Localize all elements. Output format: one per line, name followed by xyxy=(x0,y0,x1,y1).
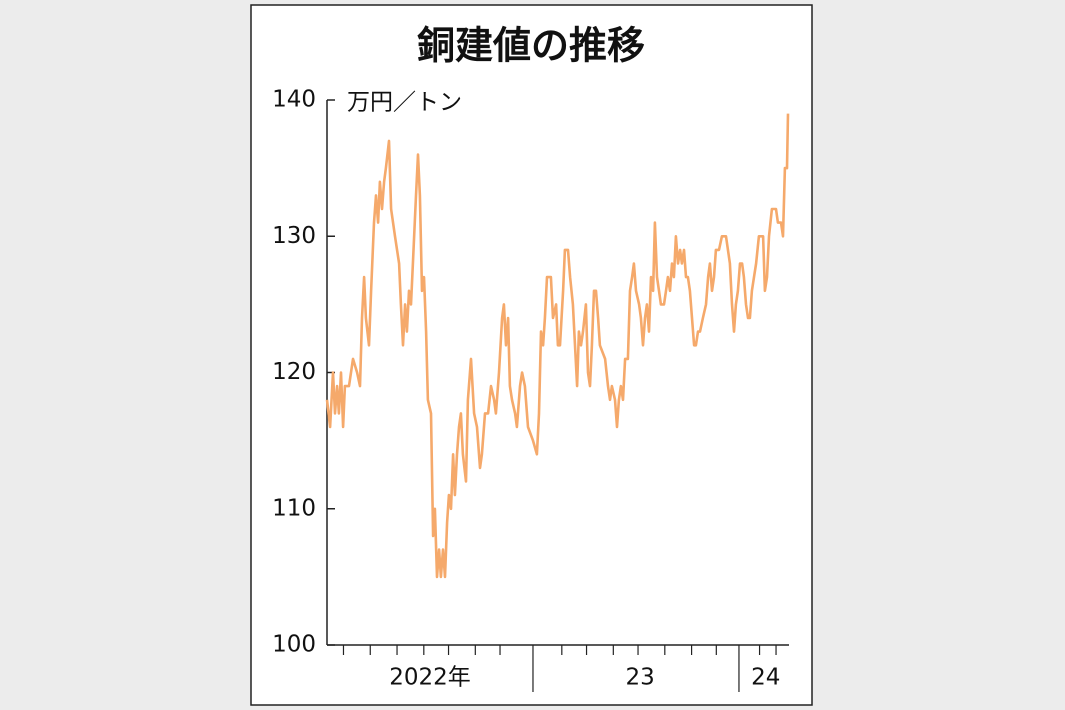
y-tick-label: 140 xyxy=(272,87,316,113)
price-line xyxy=(325,113,790,579)
x-tick-label: 2022年 xyxy=(389,665,471,691)
y-tick-label: 110 xyxy=(272,495,316,521)
x-tick-label: 23 xyxy=(625,665,654,691)
panel xyxy=(250,4,813,706)
chart-title: 銅建値の推移 xyxy=(417,24,645,68)
x-tick-label: 24 xyxy=(751,665,780,691)
y-tick-label: 130 xyxy=(272,223,316,249)
y-tick-label: 100 xyxy=(272,632,316,658)
y-unit-label: 万円／トン xyxy=(347,90,462,116)
y-tick-label: 120 xyxy=(272,359,316,385)
